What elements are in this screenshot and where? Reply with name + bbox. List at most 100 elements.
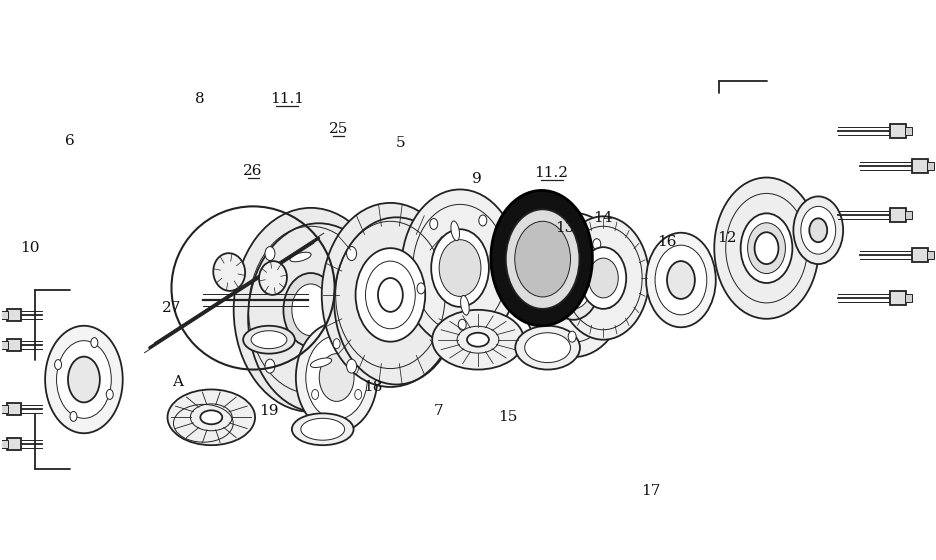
- Bar: [904, 211, 911, 220]
- Bar: [0, 311, 8, 319]
- Ellipse shape: [106, 389, 113, 399]
- Ellipse shape: [56, 340, 111, 418]
- Bar: [926, 251, 932, 259]
- Ellipse shape: [605, 297, 612, 308]
- Ellipse shape: [450, 221, 459, 241]
- Ellipse shape: [524, 333, 570, 362]
- Ellipse shape: [68, 357, 100, 403]
- Text: 10: 10: [21, 241, 40, 255]
- Ellipse shape: [200, 410, 222, 424]
- Ellipse shape: [567, 331, 576, 342]
- Ellipse shape: [461, 296, 469, 315]
- Ellipse shape: [439, 240, 480, 296]
- Ellipse shape: [54, 360, 62, 370]
- Ellipse shape: [739, 213, 792, 283]
- Text: 11.2: 11.2: [534, 166, 568, 180]
- Ellipse shape: [793, 197, 842, 264]
- Ellipse shape: [296, 323, 377, 432]
- Text: 11.1: 11.1: [270, 92, 303, 106]
- Text: 8: 8: [195, 92, 204, 106]
- Ellipse shape: [346, 359, 357, 373]
- Ellipse shape: [283, 273, 338, 347]
- Bar: [0, 340, 8, 349]
- Text: 17: 17: [641, 484, 660, 498]
- Bar: [889, 208, 905, 222]
- Text: 25: 25: [329, 122, 348, 136]
- Ellipse shape: [242, 326, 295, 353]
- Text: 6: 6: [65, 134, 75, 148]
- Ellipse shape: [519, 213, 626, 357]
- Ellipse shape: [555, 261, 591, 309]
- Text: 18: 18: [362, 380, 382, 394]
- Ellipse shape: [747, 223, 784, 273]
- Ellipse shape: [713, 178, 818, 319]
- Ellipse shape: [417, 283, 425, 294]
- Bar: [0, 405, 8, 413]
- Ellipse shape: [533, 294, 540, 305]
- Ellipse shape: [547, 250, 599, 320]
- Ellipse shape: [666, 261, 695, 299]
- Ellipse shape: [233, 208, 388, 412]
- Ellipse shape: [213, 253, 245, 291]
- Ellipse shape: [168, 389, 255, 445]
- Ellipse shape: [265, 246, 274, 260]
- Ellipse shape: [91, 338, 97, 348]
- Ellipse shape: [321, 203, 459, 387]
- Text: 9: 9: [472, 171, 481, 185]
- Ellipse shape: [333, 339, 340, 349]
- Ellipse shape: [401, 189, 519, 347]
- Text: A: A: [172, 376, 183, 390]
- Ellipse shape: [478, 215, 487, 226]
- Bar: [0, 440, 8, 448]
- Ellipse shape: [251, 331, 286, 349]
- Ellipse shape: [300, 418, 344, 440]
- Ellipse shape: [310, 358, 331, 367]
- Bar: [889, 124, 905, 138]
- Ellipse shape: [548, 237, 556, 248]
- Ellipse shape: [496, 277, 504, 288]
- Bar: [904, 127, 911, 135]
- Ellipse shape: [45, 326, 123, 433]
- Bar: [911, 248, 927, 262]
- Ellipse shape: [579, 247, 625, 309]
- Text: 27: 27: [162, 301, 181, 315]
- Bar: [911, 158, 927, 172]
- Ellipse shape: [292, 413, 353, 445]
- Text: 26: 26: [243, 164, 262, 178]
- Ellipse shape: [305, 336, 367, 419]
- Text: 15: 15: [498, 410, 517, 424]
- Ellipse shape: [809, 218, 826, 242]
- Bar: [904, 294, 911, 302]
- Ellipse shape: [592, 239, 600, 250]
- Ellipse shape: [431, 229, 489, 307]
- Ellipse shape: [430, 218, 437, 230]
- Ellipse shape: [646, 233, 715, 327]
- Ellipse shape: [292, 284, 329, 336]
- Ellipse shape: [466, 333, 489, 347]
- Ellipse shape: [800, 207, 835, 254]
- Ellipse shape: [458, 319, 466, 330]
- Ellipse shape: [346, 246, 357, 260]
- Ellipse shape: [355, 248, 425, 342]
- Bar: [889, 291, 905, 305]
- Ellipse shape: [431, 310, 523, 370]
- Ellipse shape: [588, 258, 618, 298]
- Ellipse shape: [514, 221, 570, 297]
- Ellipse shape: [557, 216, 649, 340]
- Ellipse shape: [377, 278, 402, 312]
- Text: 7: 7: [432, 404, 443, 418]
- Text: 16: 16: [656, 235, 676, 249]
- Bar: [7, 309, 22, 321]
- Ellipse shape: [505, 209, 578, 309]
- Ellipse shape: [753, 232, 778, 264]
- Text: 5: 5: [395, 136, 404, 150]
- Bar: [7, 403, 22, 416]
- Ellipse shape: [265, 359, 274, 373]
- Ellipse shape: [258, 261, 286, 295]
- Bar: [926, 162, 932, 170]
- Bar: [7, 339, 22, 351]
- Ellipse shape: [70, 412, 77, 421]
- Bar: [7, 438, 22, 450]
- Ellipse shape: [355, 389, 361, 399]
- Ellipse shape: [490, 190, 592, 326]
